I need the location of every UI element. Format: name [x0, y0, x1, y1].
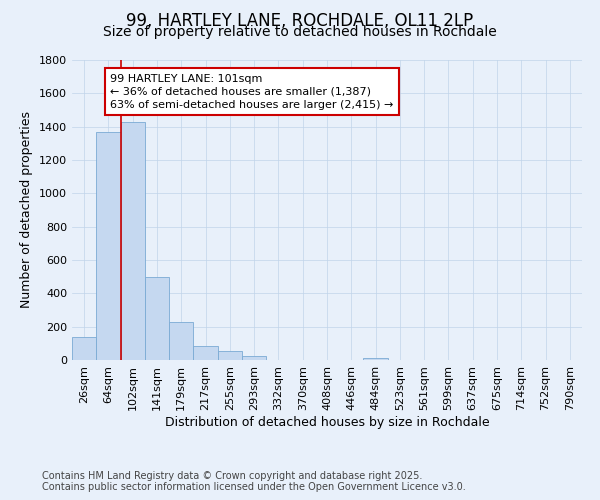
- Bar: [364, 358, 388, 360]
- Text: Size of property relative to detached houses in Rochdale: Size of property relative to detached ho…: [103, 25, 497, 39]
- Bar: [242, 356, 266, 360]
- Bar: [169, 322, 193, 360]
- Bar: [96, 132, 121, 360]
- Bar: [121, 122, 145, 360]
- Bar: [145, 276, 169, 360]
- Text: 99 HARTLEY LANE: 101sqm
← 36% of detached houses are smaller (1,387)
63% of semi: 99 HARTLEY LANE: 101sqm ← 36% of detache…: [110, 74, 394, 110]
- Text: Contains HM Land Registry data © Crown copyright and database right 2025.
Contai: Contains HM Land Registry data © Crown c…: [42, 471, 466, 492]
- Y-axis label: Number of detached properties: Number of detached properties: [20, 112, 34, 308]
- X-axis label: Distribution of detached houses by size in Rochdale: Distribution of detached houses by size …: [164, 416, 490, 428]
- Bar: [193, 346, 218, 360]
- Bar: [218, 351, 242, 360]
- Text: 99, HARTLEY LANE, ROCHDALE, OL11 2LP: 99, HARTLEY LANE, ROCHDALE, OL11 2LP: [127, 12, 473, 30]
- Bar: [72, 336, 96, 360]
